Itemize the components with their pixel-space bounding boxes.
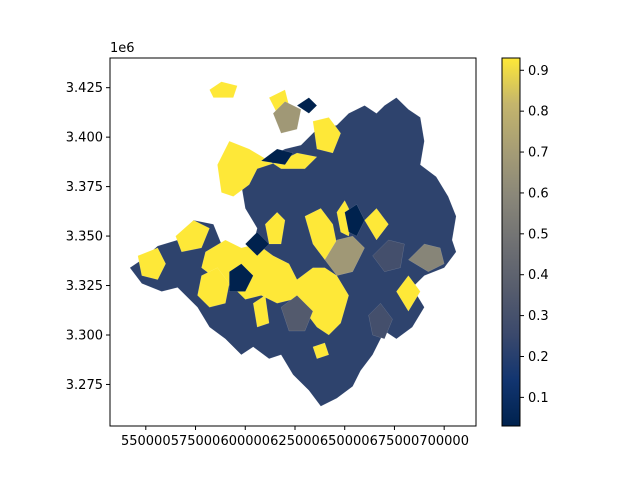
x-tick-label: 625000 — [270, 434, 320, 449]
region-1 — [137, 247, 166, 280]
y-tick-label: 3.300 — [66, 328, 103, 343]
region-20 — [252, 295, 270, 328]
y-tick-label: 3.400 — [66, 131, 103, 146]
colorbar — [502, 58, 520, 426]
region-3 — [209, 81, 238, 98]
region-14 — [364, 208, 389, 241]
x-tick-label: 600000 — [220, 434, 270, 449]
region-19 — [197, 267, 230, 308]
region-7 — [312, 117, 341, 154]
colorbar-tick-label: 0.6 — [528, 186, 549, 201]
x-tick-label: 575000 — [171, 434, 221, 449]
region-25 — [368, 302, 393, 340]
region-9 — [260, 148, 294, 166]
colorbar-tick-label: 0.3 — [528, 309, 549, 324]
colorbar-frame — [501, 57, 521, 427]
region-21 — [312, 342, 330, 359]
region-16 — [408, 243, 445, 272]
x-tick-label: 550000 — [121, 434, 171, 449]
region-5 — [272, 101, 302, 134]
region-17 — [396, 275, 421, 312]
x-tick-label: 675000 — [370, 434, 420, 449]
colorbar-axis: 0.1 0.2 0.3 0.4 0.5 0.6 0.7 0.8 0.9 — [520, 64, 549, 406]
y-tick-label: 3.350 — [66, 230, 103, 245]
colorbar-tick-label: 0.8 — [528, 105, 549, 120]
x-axis: 550000 575000 600000 625000 650000 675000 7000… — [121, 426, 469, 449]
region-26 — [280, 295, 314, 332]
x-tick-label: 700000 — [419, 434, 469, 449]
map-regions — [129, 81, 457, 407]
y-tick-label: 3.325 — [66, 279, 103, 294]
region-2 — [175, 219, 210, 253]
colorbar-tick-label: 0.2 — [528, 350, 549, 365]
colorbar-tick-label: 0.4 — [528, 268, 549, 283]
region-6 — [296, 97, 318, 114]
y-tick-label: 3.375 — [66, 180, 103, 195]
colorbar-tick-label: 0.1 — [528, 391, 549, 406]
y-offset-label: 1e6 — [110, 41, 135, 56]
region-10 — [264, 212, 286, 245]
plot-frame — [109, 57, 477, 427]
colorbar-tick-label: 0.5 — [528, 227, 549, 242]
y-axis: 3.275 3.300 3.325 3.350 3.375 3.400 3.425 — [66, 81, 110, 393]
y-tick-label: 3.275 — [66, 378, 103, 393]
region-13 — [344, 204, 365, 237]
colorbar-tick-label: 0.9 — [528, 64, 549, 79]
region-22 — [229, 263, 254, 292]
region-24 — [372, 239, 405, 272]
y-tick-label: 3.425 — [66, 81, 103, 96]
colorbar-tick-label: 0.7 — [528, 146, 549, 161]
x-tick-label: 650000 — [320, 434, 370, 449]
region-23 — [245, 231, 270, 257]
region-0 — [129, 97, 457, 407]
